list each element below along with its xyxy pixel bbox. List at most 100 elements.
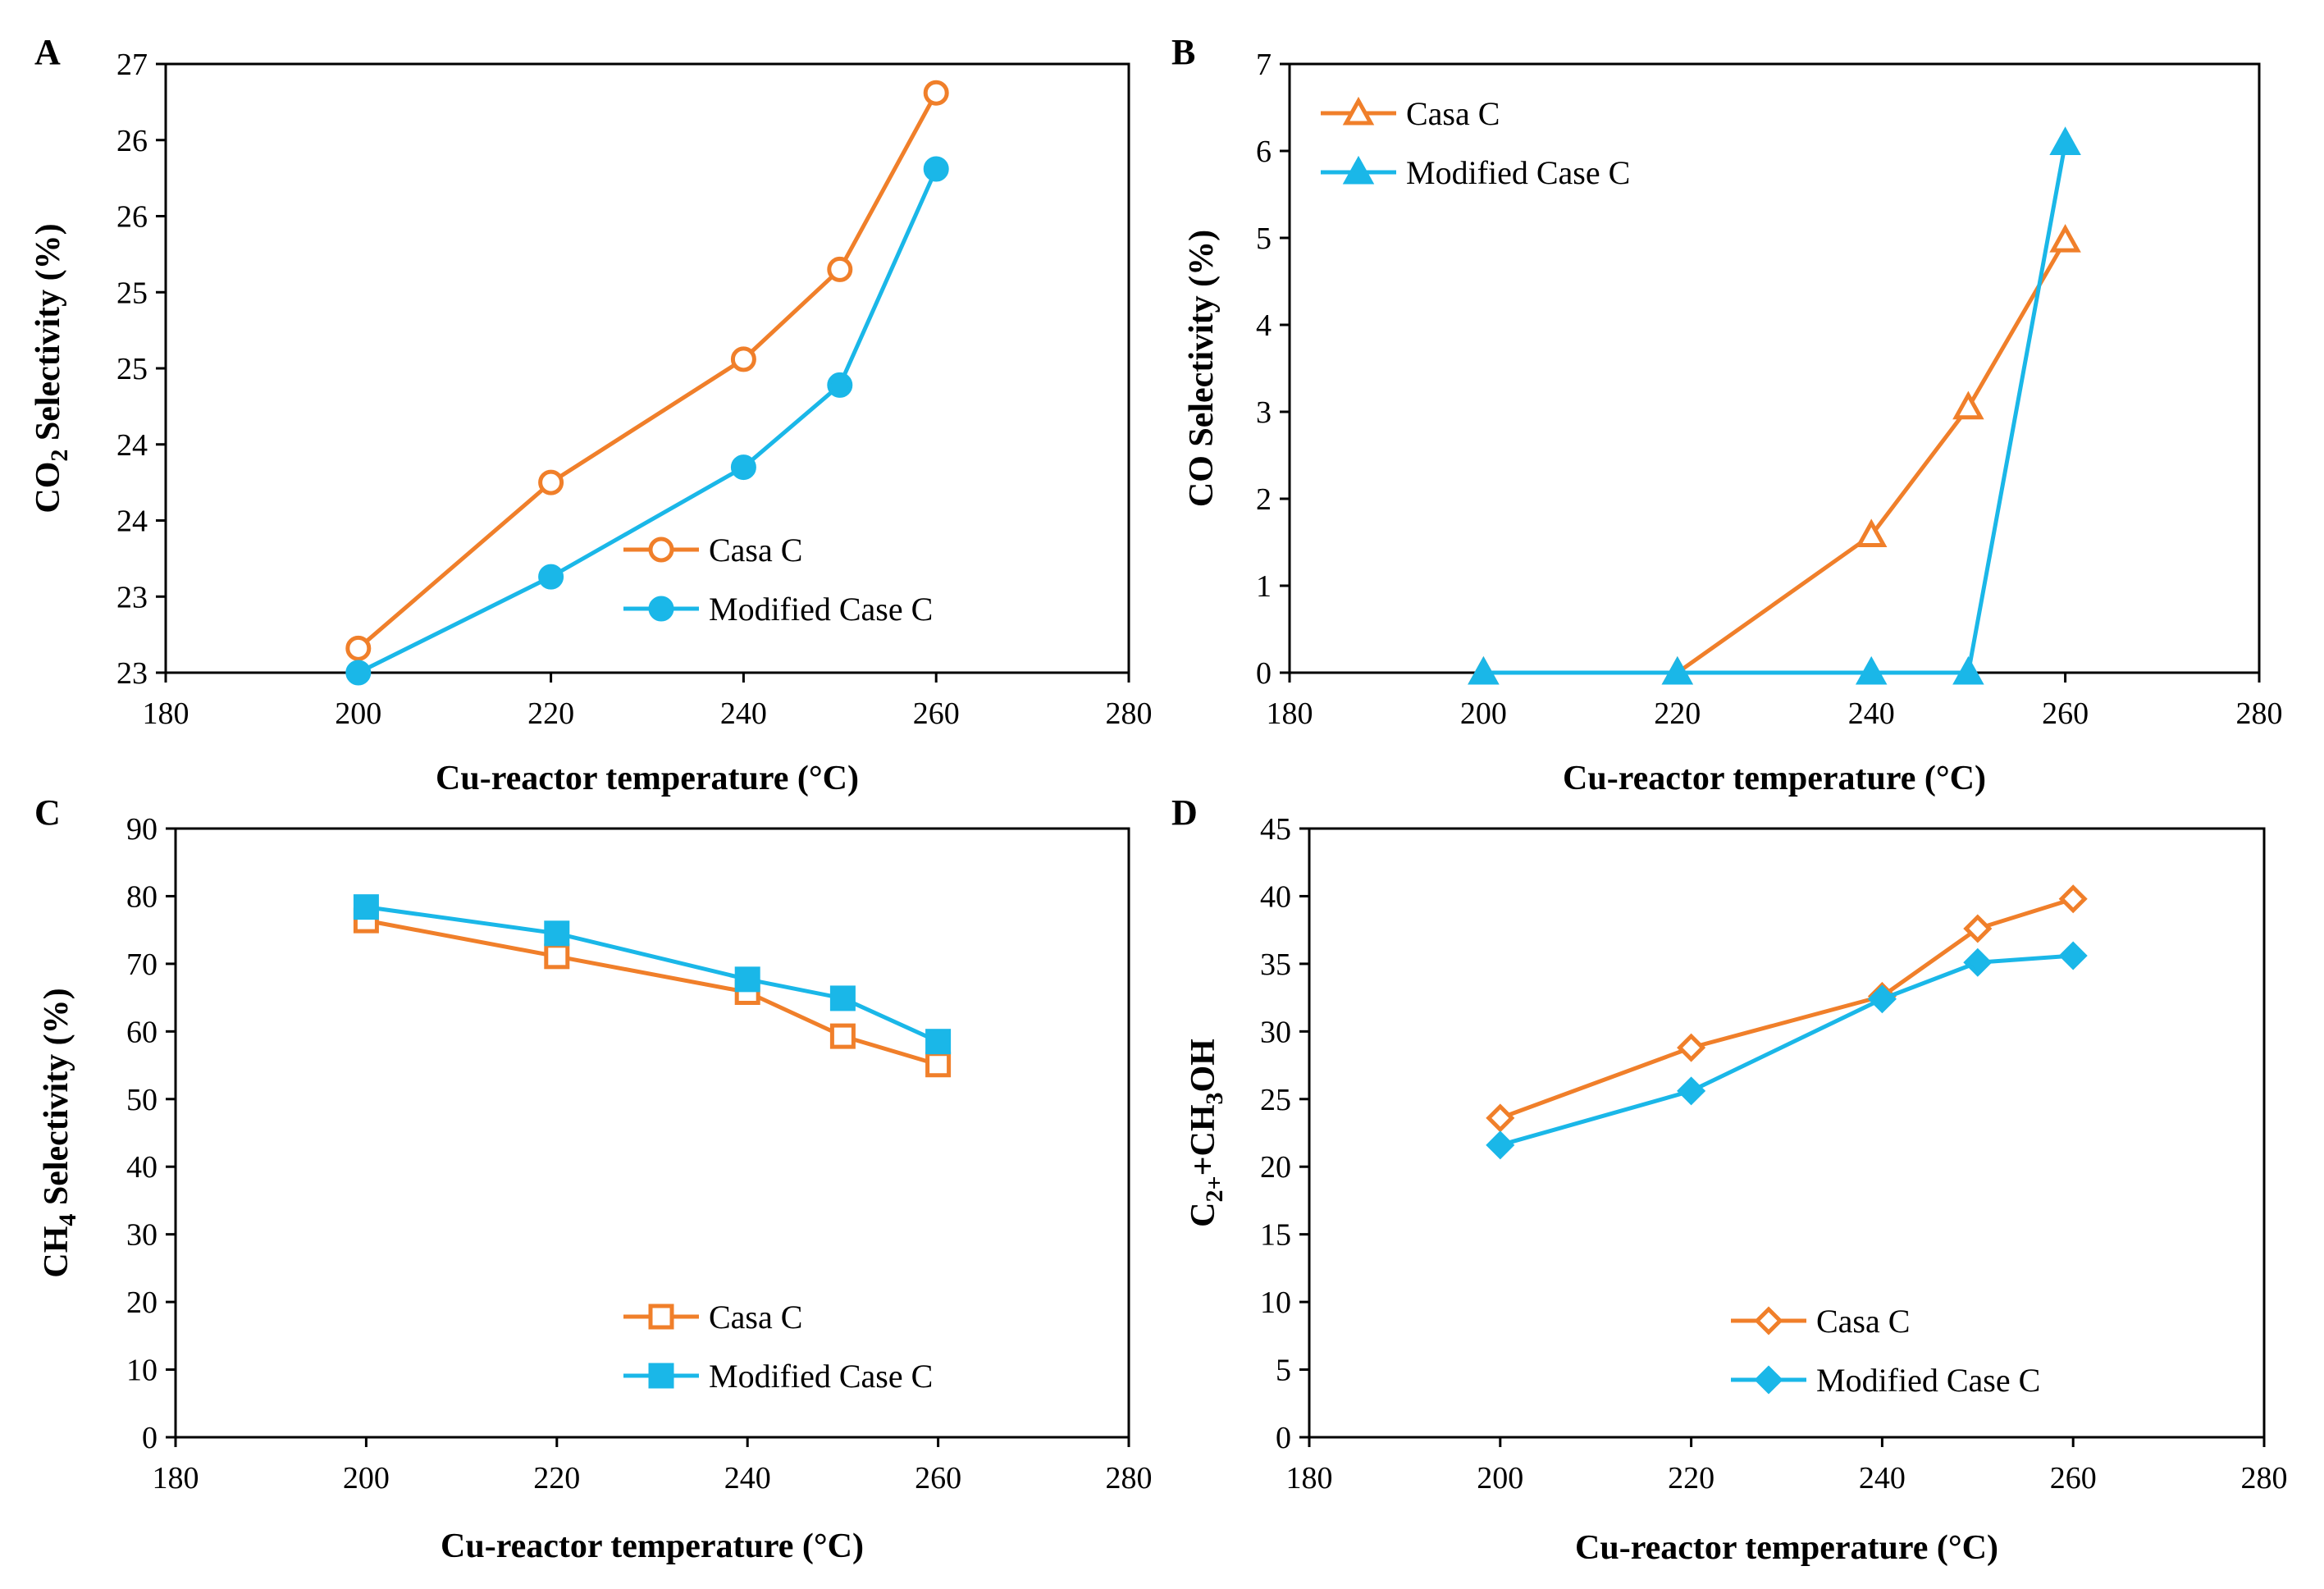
x-tick-label: 180 <box>153 1461 199 1495</box>
legend: Casa C Modified Case C <box>623 532 933 628</box>
y-tick-label: 20 <box>1260 1150 1291 1185</box>
x-axis-title: Cu-reactor temperature (°C) <box>441 1527 864 1565</box>
x-tick-label: 200 <box>335 696 381 731</box>
data-point <box>827 256 853 282</box>
data-point <box>2049 126 2081 155</box>
legend-item-casa-c: Casa C <box>623 1299 802 1336</box>
panel-letter: A <box>34 32 61 72</box>
y-tick-label: 5 <box>1276 1354 1291 1388</box>
data-point <box>353 894 379 920</box>
y-tick-label: 5 <box>1256 221 1272 256</box>
data-point <box>1468 655 1500 685</box>
legend: Casa C Modified Case C <box>1321 95 1630 191</box>
y-tick-label: 25 <box>116 352 148 386</box>
data-point <box>1677 1076 1706 1106</box>
y-tick-label: 27 <box>116 48 148 82</box>
y-tick-label: 20 <box>126 1285 158 1320</box>
y-axis-title: C2++CH3OH <box>1185 1039 1228 1227</box>
data-point <box>827 372 853 398</box>
series-line <box>1483 239 2067 675</box>
x-tick-label: 240 <box>720 696 767 731</box>
y-tick-label: 40 <box>126 1150 158 1185</box>
legend-label: Modified Case C <box>709 591 933 628</box>
series-casa-c <box>1486 884 2088 1133</box>
legend-label: Casa C <box>1406 95 1500 132</box>
y-tick-label: 23 <box>116 656 148 691</box>
data-point <box>1855 655 1888 685</box>
series-casa-c <box>1468 224 2081 685</box>
x-tick-label: 240 <box>1859 1461 1906 1495</box>
data-point <box>1963 914 1993 943</box>
y-axis-title-part: OH <box>1185 1039 1222 1092</box>
legend-marker <box>1342 96 1375 126</box>
data-point <box>925 1052 952 1078</box>
y-axis-title-part: Selectivity (%) <box>30 223 67 449</box>
x-tick-label: 280 <box>2241 1461 2288 1495</box>
legend: Casa C Modified Case C <box>1731 1303 2040 1399</box>
chart-panel-c: C 180 200 220 240 260 280 0 10 20 30 40 50 60 70 80 90 Cu… <box>34 792 1153 1565</box>
y-tick-label: 23 <box>116 580 148 614</box>
x-tick-label: 180 <box>1267 696 1313 731</box>
data-point <box>734 966 760 993</box>
legend-label: Modified Case C <box>709 1358 933 1395</box>
data-point <box>923 80 949 106</box>
legend-item-modified-case-c: Modified Case C <box>1731 1362 2040 1399</box>
x-tick-label: 240 <box>724 1461 771 1495</box>
y-axis-title-part: CO Selectivity (%) <box>1183 230 1221 507</box>
y-tick-label: 10 <box>126 1354 158 1388</box>
y-tick-label: 26 <box>116 124 148 158</box>
x-tick-label: 260 <box>915 1461 961 1495</box>
series-line <box>1483 143 2068 675</box>
legend-item-casa-c: Casa C <box>1321 95 1500 132</box>
x-tick-label: 200 <box>343 1461 390 1495</box>
y-axis-title: CH4 Selectivity (%) <box>38 988 81 1277</box>
y-axis-title-subscript: 3 <box>1201 1092 1228 1104</box>
legend-marker <box>648 1304 674 1330</box>
x-tick-label: 260 <box>2042 696 2089 731</box>
x-tick-label: 220 <box>527 696 574 731</box>
series-line <box>357 92 938 651</box>
data-point <box>730 346 756 372</box>
x-tick-label: 220 <box>533 1461 580 1495</box>
data-point <box>1963 947 1993 977</box>
x-tick-label: 220 <box>1654 696 1701 731</box>
legend-item-modified-case-c: Modified Case C <box>623 591 933 628</box>
legend-marker <box>648 596 674 622</box>
y-tick-label: 7 <box>1256 48 1272 82</box>
y-tick-label: 90 <box>126 812 158 847</box>
y-tick-label: 60 <box>126 1015 158 1049</box>
y-tick-label: 24 <box>116 505 148 539</box>
chart-panel-b: B 180 200 220 240 260 280 0 1 2 3 4 5 6 7 Cu-reactor te… <box>1171 32 2283 797</box>
y-axis-title: CO Selectivity (%) <box>1183 230 1221 507</box>
series-modified-case-c <box>1486 941 2088 1160</box>
y-tick-label: 80 <box>126 879 158 914</box>
panel-letter: D <box>1171 792 1198 833</box>
legend-item-casa-c: Casa C <box>1731 1303 1910 1340</box>
series-modified-case-c <box>345 156 949 686</box>
y-tick-label: 10 <box>1260 1285 1291 1320</box>
y-tick-label: 50 <box>126 1083 158 1117</box>
data-point <box>544 920 570 947</box>
series-line <box>1500 953 2074 1148</box>
x-tick-label: 280 <box>1106 696 1153 731</box>
series-modified-case-c <box>353 894 952 1055</box>
y-tick-label: 4 <box>1256 308 1272 343</box>
data-point <box>1661 655 1694 685</box>
data-point <box>2058 941 2088 970</box>
x-tick-label: 280 <box>1106 1461 1153 1495</box>
y-tick-label: 1 <box>1256 569 1272 604</box>
chart-panel-a: A 180 200 220 240 260 280 23 23 24 24 25 25 26 26 27 Cu-… <box>30 32 1153 797</box>
legend-item-modified-case-c: Modified Case C <box>623 1358 933 1395</box>
y-axis-title: CO2 Selectivity (%) <box>30 223 73 513</box>
data-point <box>1677 1033 1706 1062</box>
x-tick-label: 260 <box>2050 1461 2097 1495</box>
y-tick-label: 40 <box>1260 879 1291 914</box>
chart-panel-d: D 180 200 220 240 260 280 0 5 10 15 20 25 30 35 40 45 Cu-… <box>1171 792 2288 1567</box>
y-tick-label: 0 <box>1256 656 1272 691</box>
panel-letter: B <box>1171 32 1195 72</box>
data-point <box>345 660 372 686</box>
y-axis-title-part: C <box>1185 1203 1222 1227</box>
data-point <box>1486 1130 1515 1160</box>
data-point <box>345 635 372 661</box>
legend-item-casa-c: Casa C <box>623 532 802 568</box>
